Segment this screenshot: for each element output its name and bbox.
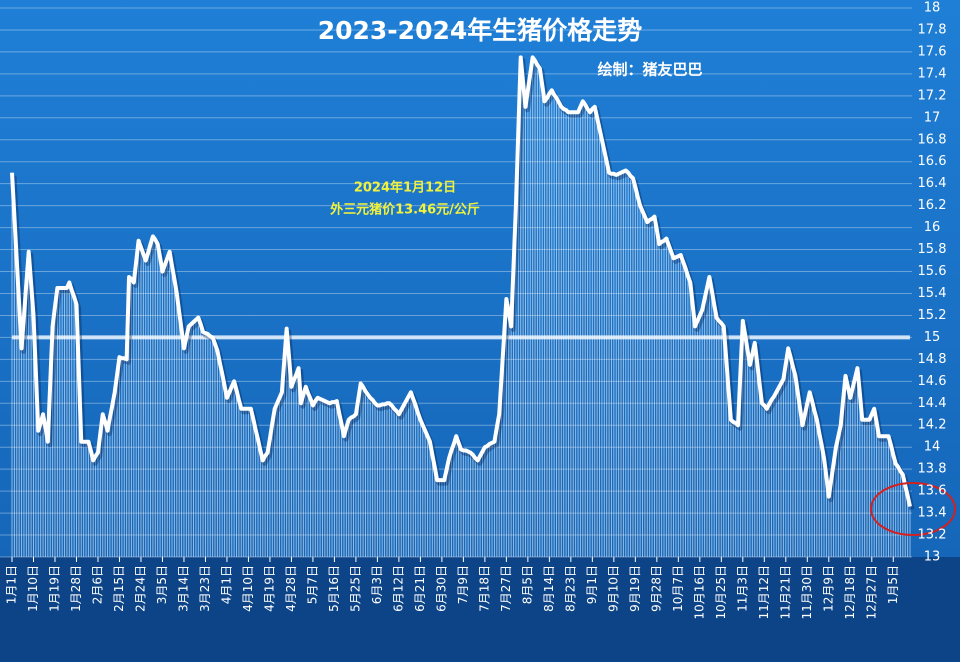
x-tick-label: 3月23日 xyxy=(198,565,212,612)
y-tick-label: 16 xyxy=(924,220,941,235)
x-tick-label: 11月3日 xyxy=(735,565,749,612)
y-tick-label: 17.8 xyxy=(918,22,947,37)
x-tick-label: 2月24日 xyxy=(133,565,147,612)
axis-band xyxy=(0,557,960,662)
x-tick-label: 10月7日 xyxy=(671,565,685,612)
x-tick-label: 1月19日 xyxy=(47,565,61,612)
x-tick-label: 2月6日 xyxy=(90,565,104,604)
x-tick-label: 9月1日 xyxy=(585,565,599,604)
price-line xyxy=(10,55,912,507)
x-tick-label: 3月14日 xyxy=(176,565,190,612)
x-tick-label: 11月12日 xyxy=(757,565,771,620)
x-tick-label: 7月18日 xyxy=(477,565,491,612)
y-tick-label: 17.6 xyxy=(918,44,947,59)
x-tick-label: 8月23日 xyxy=(563,565,577,612)
plot xyxy=(10,55,915,511)
x-tick-label: 11月30日 xyxy=(800,565,814,620)
x-tick-label: 6月30日 xyxy=(434,565,448,612)
y-tick-label: 14 xyxy=(924,440,941,455)
x-tick-label: 6月21日 xyxy=(413,565,427,612)
chart-title: 2023-2024年生猪价格走势 xyxy=(318,16,643,45)
x-tick-label: 5月16日 xyxy=(327,565,341,612)
y-tick-label: 13.8 xyxy=(918,462,947,477)
y-tick-label: 14.2 xyxy=(918,418,947,433)
x-tick-label: 10月25日 xyxy=(714,565,728,620)
x-tick-label: 10月16日 xyxy=(692,565,706,620)
y-tick-label: 18 xyxy=(924,1,941,16)
y-tick-label: 13.6 xyxy=(918,484,947,499)
y-tick-label: 16.2 xyxy=(918,198,947,213)
y-tick-label: 15.8 xyxy=(918,242,947,257)
y-tick-label: 13.2 xyxy=(918,528,947,543)
x-tick-label: 1月28日 xyxy=(69,565,83,612)
x-tick-label: 9月19日 xyxy=(628,565,642,612)
y-tick-label: 13 xyxy=(924,550,941,565)
drop-lines xyxy=(11,57,911,557)
y-tick-label: 14.8 xyxy=(918,352,947,367)
x-tick-label: 9月10日 xyxy=(606,565,620,612)
x-tick-label: 1月5日 xyxy=(886,565,900,604)
y-tick-label: 13.4 xyxy=(918,506,947,521)
y-tick-label: 16.6 xyxy=(918,154,947,169)
x-tick-label: 4月10日 xyxy=(241,565,255,612)
y-tick-label: 16.4 xyxy=(918,176,947,191)
annotation: 2024年1月12日 xyxy=(354,180,456,196)
y-tick-label: 14.6 xyxy=(918,374,947,389)
x-tick-label: 7月9日 xyxy=(456,565,470,604)
y-tick-label: 16.8 xyxy=(918,132,947,147)
x-tick-label: 12月18日 xyxy=(843,565,857,620)
annotation: 外三元猪价13.46元/公斤 xyxy=(329,202,480,218)
y-tick-label: 15.6 xyxy=(918,264,947,279)
x-tick-label: 6月12日 xyxy=(391,565,405,612)
x-tick-label: 4月19日 xyxy=(262,565,276,612)
x-tick-label: 4月28日 xyxy=(284,565,298,612)
x-tick-label: 1月10日 xyxy=(26,565,40,612)
x-tick-label: 4月1日 xyxy=(219,565,233,604)
x-tick-label: 6月3日 xyxy=(370,565,384,604)
chart-subtitle: 绘制：猪友巴巴 xyxy=(597,61,702,79)
y-tick-label: 15 xyxy=(924,330,941,345)
x-tick-label: 12月27日 xyxy=(864,565,878,620)
x-tick-label: 2月15日 xyxy=(112,565,126,612)
x-tick-label: 5月7日 xyxy=(305,565,319,604)
x-tick-label: 1月1日 xyxy=(5,565,19,604)
x-tick-label: 12月9日 xyxy=(821,565,835,612)
y-tick-label: 15.4 xyxy=(918,286,947,301)
x-tick-label: 8月14日 xyxy=(542,565,556,612)
y-tick-label: 15.2 xyxy=(918,308,947,323)
x-tick-label: 7月27日 xyxy=(499,565,513,612)
highlight-circle xyxy=(870,482,956,536)
y-tick-label: 17 xyxy=(924,110,941,125)
x-tick-label: 3月5日 xyxy=(155,565,169,604)
y-tick-label: 17.4 xyxy=(918,66,947,81)
y-tick-label: 14.4 xyxy=(918,396,947,411)
x-tick-label: 8月5日 xyxy=(520,565,534,604)
x-tick-label: 5月25日 xyxy=(348,565,362,612)
x-tick-label: 9月28日 xyxy=(649,565,663,612)
y-tick-label: 17.2 xyxy=(918,88,947,103)
x-tick-label: 11月21日 xyxy=(778,565,792,620)
